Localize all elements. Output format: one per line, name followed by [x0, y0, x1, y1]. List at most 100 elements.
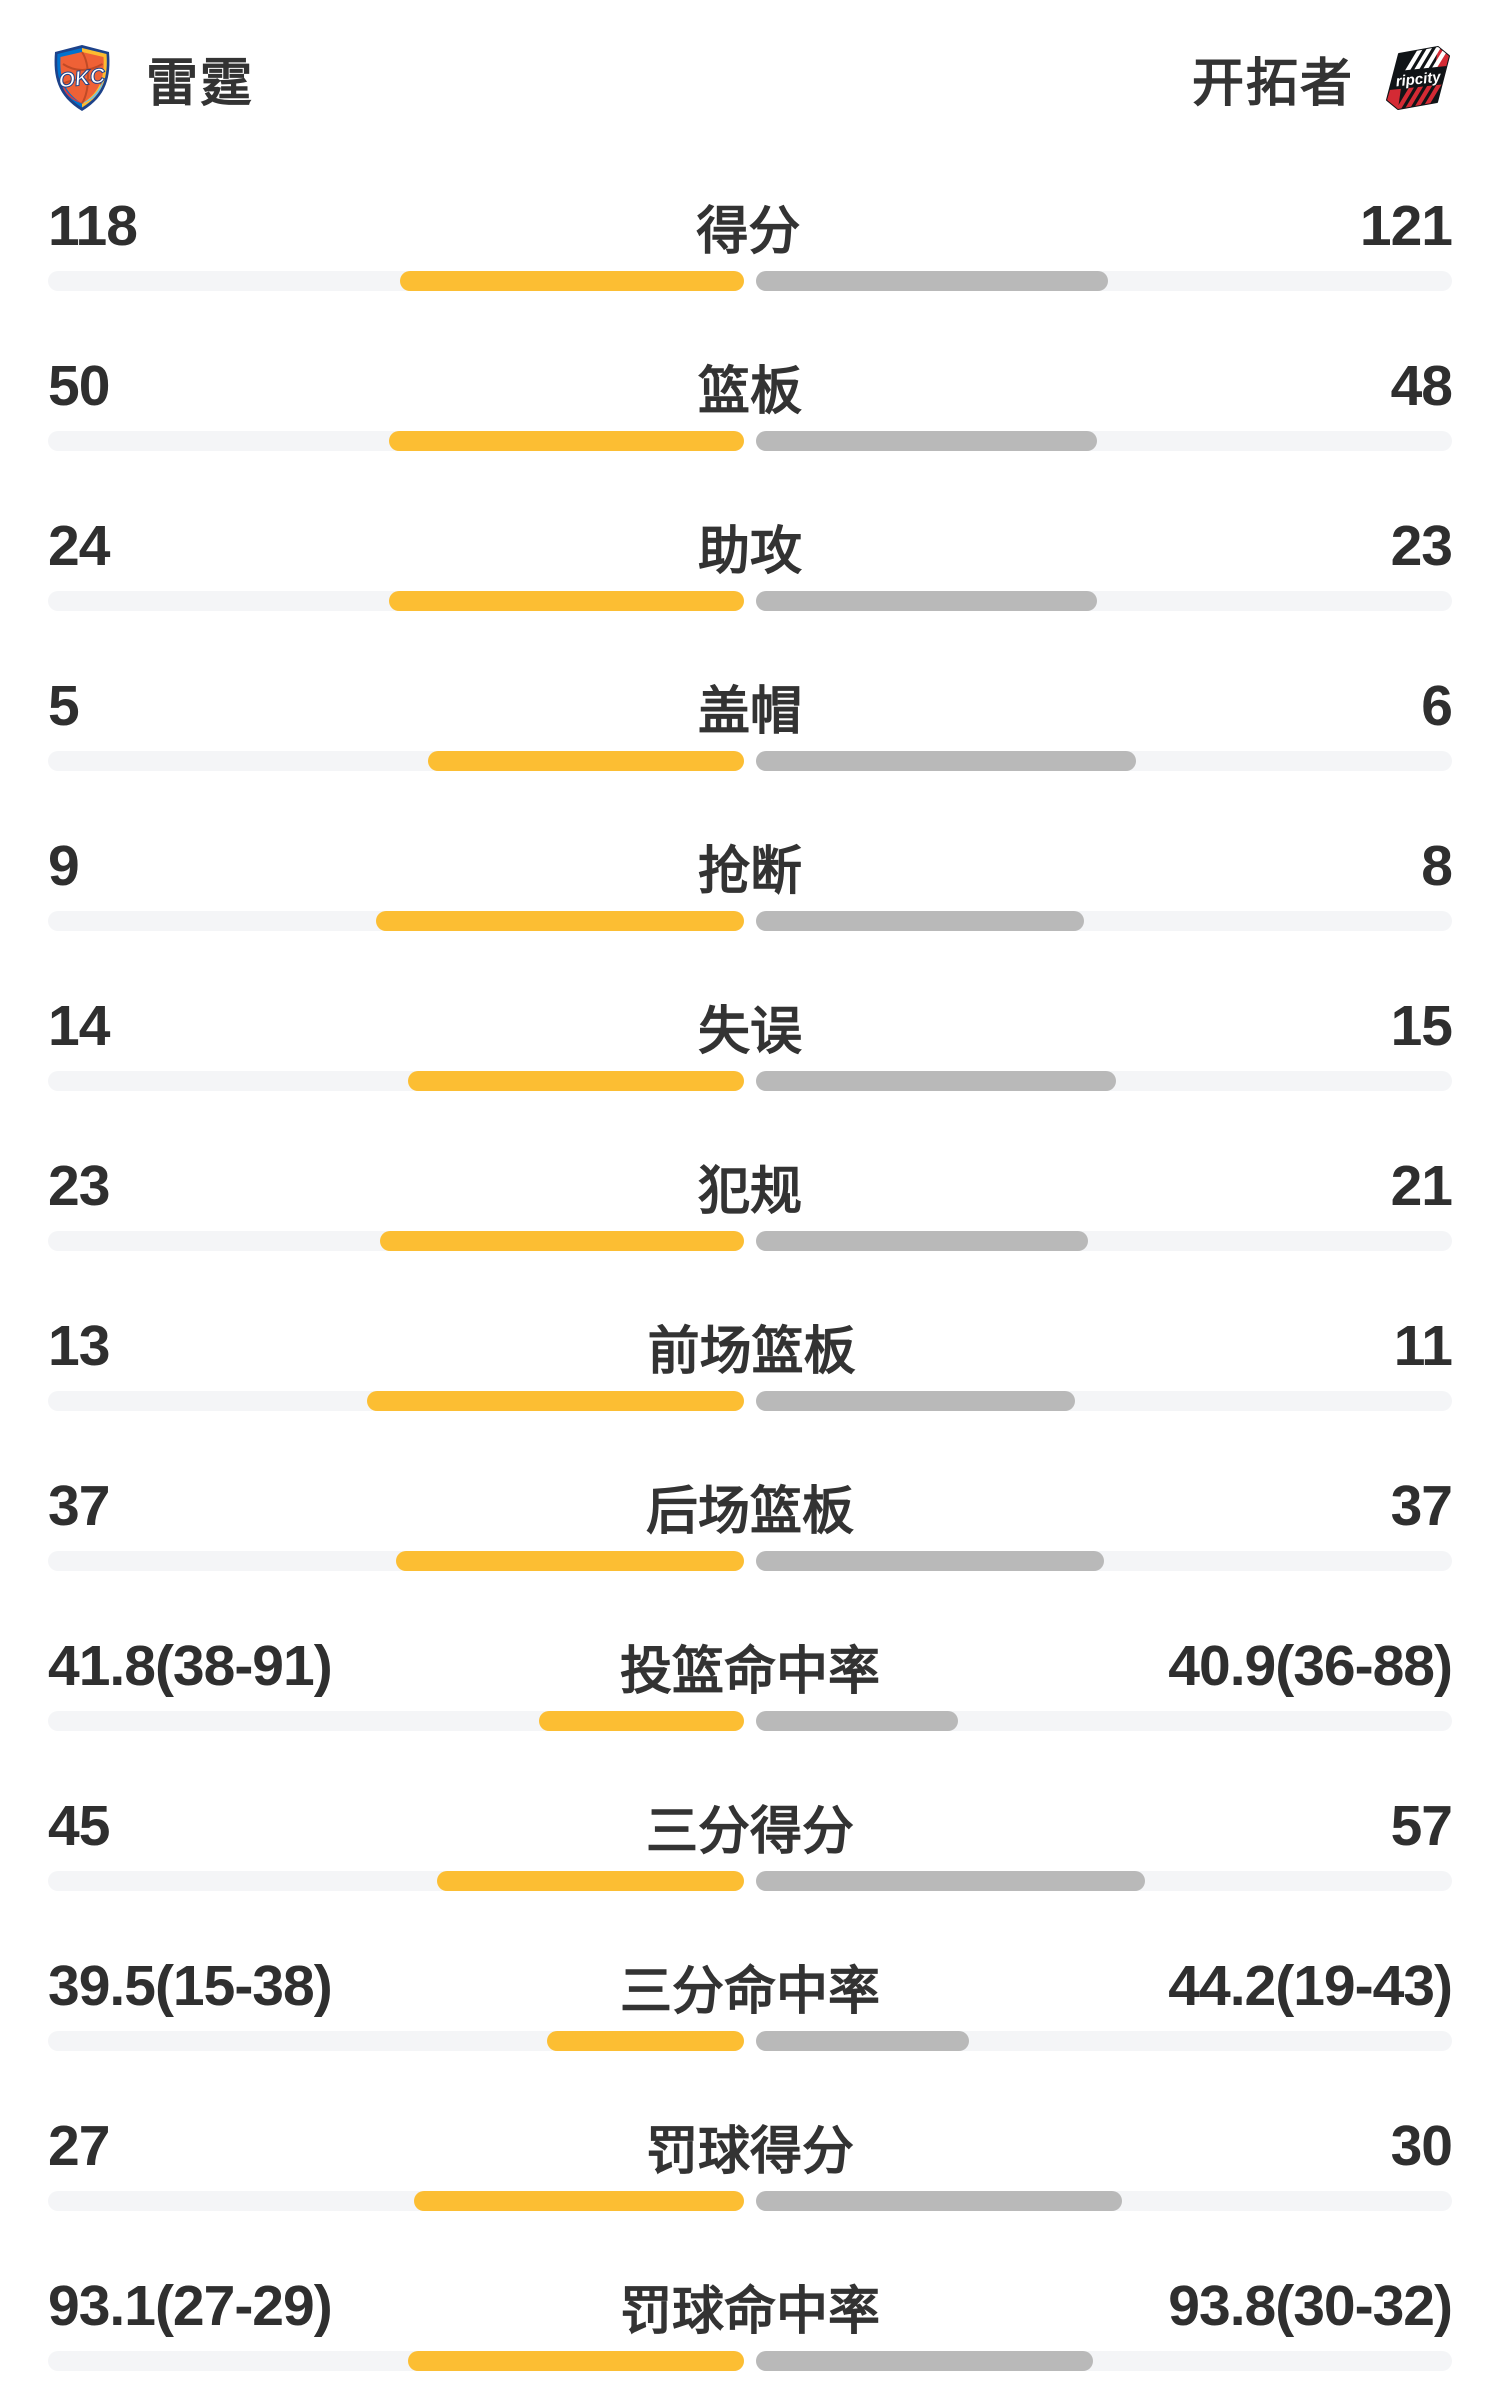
stat-row-bars	[0, 1551, 1500, 1571]
stat-row-values: 5 盖帽 6	[0, 671, 1500, 741]
stat-bar-away	[756, 1551, 1104, 1571]
stat-value-away: 57	[1390, 1794, 1453, 1858]
stat-row-values: 93.1(27-29) 罚球命中率 93.8(30-32)	[0, 2271, 1500, 2341]
stat-row: 9 抢断 8	[0, 831, 1500, 991]
stat-bar-home	[375, 911, 744, 931]
stat-bar-track-home	[48, 431, 744, 451]
stat-row-values: 27 罚球得分 30	[0, 2111, 1500, 2181]
stat-label: 得分	[696, 202, 801, 261]
stat-bar-track-away	[756, 1551, 1452, 1571]
stat-row-bars	[0, 2031, 1500, 2051]
stat-row-bars	[0, 2351, 1500, 2371]
stat-bar-home	[396, 1551, 744, 1571]
stat-row: 23 犯规 21	[0, 1151, 1500, 1311]
stat-bar-track-home	[48, 1551, 744, 1571]
stat-label: 三分命中率	[619, 1962, 880, 2021]
stat-row-bars	[0, 1231, 1500, 1251]
stat-row-bars	[0, 271, 1500, 291]
stat-bar-track-home	[48, 1391, 744, 1411]
stat-row: 118 得分 121	[0, 191, 1500, 351]
stat-bar-track-home	[48, 1071, 744, 1091]
stat-value-home: 24	[48, 514, 110, 578]
stat-bar-home	[427, 751, 744, 771]
stat-value-home: 41.8(38-91)	[48, 1634, 333, 1698]
stat-bar-track-home	[48, 751, 744, 771]
team-home: OKC 雷霆	[48, 41, 254, 116]
stat-row-values: 13 前场篮板 11	[0, 1311, 1500, 1381]
stat-bar-home	[546, 2031, 744, 2051]
team-away: 开拓者	[1192, 41, 1452, 116]
stat-bar-home	[366, 1391, 744, 1411]
stat-label: 盖帽	[697, 682, 802, 741]
stat-row: 13 前场篮板 11	[0, 1311, 1500, 1471]
stat-row-values: 23 犯规 21	[0, 1151, 1500, 1221]
stat-bar-track-away	[756, 1071, 1452, 1091]
stat-row-bars	[0, 751, 1500, 771]
stat-row-values: 14 失误 15	[0, 991, 1500, 1061]
stat-row-bars	[0, 1711, 1500, 1731]
stat-bar-track-home	[48, 271, 744, 291]
stat-label: 三分得分	[645, 1802, 854, 1861]
stat-row-bars	[0, 1871, 1500, 1891]
stat-bar-away	[756, 1391, 1075, 1411]
stat-bar-track-away	[756, 2351, 1452, 2371]
stat-bar-away	[756, 751, 1136, 771]
stat-bar-away	[756, 2191, 1123, 2211]
stat-value-away: 23	[1390, 514, 1453, 578]
stat-bar-track-home	[48, 1711, 744, 1731]
team-away-name: 开拓者	[1191, 54, 1354, 113]
stat-bar-away	[756, 1871, 1145, 1891]
stat-value-away: 21	[1390, 1154, 1453, 1218]
stat-row: 37 后场篮板 37	[0, 1471, 1500, 1631]
stat-value-away: 30	[1390, 2114, 1453, 2178]
stat-bar-track-away	[756, 1711, 1452, 1731]
stat-value-home: 37	[48, 1474, 110, 1538]
stat-row-values: 24 助攻 23	[0, 511, 1500, 581]
stat-row: 27 罚球得分 30	[0, 2111, 1500, 2271]
stat-value-away: 44.2(19-43)	[1168, 1954, 1453, 2018]
stat-value-away: 48	[1390, 354, 1453, 418]
stat-bar-away	[756, 2031, 970, 2051]
stat-row-values: 9 抢断 8	[0, 831, 1500, 901]
stat-value-away: 15	[1390, 994, 1453, 1058]
stat-row-bars	[0, 431, 1500, 451]
stat-row: 5 盖帽 6	[0, 671, 1500, 831]
stat-bar-home	[407, 1071, 744, 1091]
stat-label: 助攻	[697, 522, 802, 581]
stat-value-home: 14	[48, 994, 110, 1058]
stat-row-bars	[0, 911, 1500, 931]
stats-list: 118 得分 121 50 篮板 48	[0, 191, 1500, 2400]
stat-bar-away	[756, 1231, 1089, 1251]
stat-bar-track-home	[48, 1231, 744, 1251]
stat-row: 24 助攻 23	[0, 511, 1500, 671]
stat-bar-home	[538, 1711, 744, 1731]
stat-bar-track-away	[756, 1391, 1452, 1411]
okc-thunder-logo: OKC	[48, 44, 116, 112]
stat-value-away: 8	[1421, 834, 1453, 898]
stat-row: 45 三分得分 57	[0, 1791, 1500, 1951]
stat-bar-away	[756, 1071, 1116, 1091]
stat-value-away: 6	[1421, 674, 1453, 738]
svg-text:OKC: OKC	[57, 64, 107, 93]
stat-row: 50 篮板 48	[0, 351, 1500, 511]
stat-bar-home	[408, 2351, 744, 2371]
stat-value-away: 11	[1393, 1314, 1453, 1378]
stat-bar-away	[756, 2351, 1093, 2371]
stat-row-values: 45 三分得分 57	[0, 1791, 1500, 1861]
stat-label: 罚球命中率	[619, 2282, 880, 2341]
stat-bar-track-home	[48, 2351, 744, 2371]
stat-bar-away	[756, 431, 1097, 451]
stat-label: 篮板	[697, 362, 802, 421]
stat-bar-track-away	[756, 2031, 1452, 2051]
stat-value-home: 9	[48, 834, 80, 898]
stat-bar-track-home	[48, 2191, 744, 2211]
team-home-name: 雷霆	[146, 54, 255, 113]
blazers-ripcity-logo: ripcity	[1384, 44, 1452, 112]
stat-row-values: 41.8(38-91) 投篮命中率 40.9(36-88)	[0, 1631, 1500, 1701]
stat-bar-away	[756, 911, 1084, 931]
stat-value-away: 37	[1390, 1474, 1453, 1538]
stat-label: 投篮命中率	[619, 1642, 880, 1701]
stat-row: 93.1(27-29) 罚球命中率 93.8(30-32)	[0, 2271, 1500, 2400]
stat-value-home: 93.1(27-29)	[48, 2274, 333, 2338]
stat-bar-home	[436, 1871, 744, 1891]
